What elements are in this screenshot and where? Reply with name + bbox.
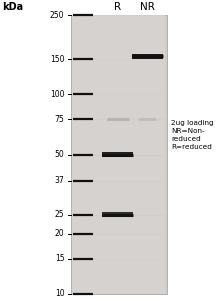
Bar [107, 118, 129, 121]
Text: 100: 100 [50, 90, 64, 99]
Text: 150: 150 [50, 55, 64, 64]
Text: 75: 75 [55, 115, 64, 124]
Text: 10: 10 [55, 290, 64, 298]
Text: 25: 25 [55, 210, 64, 219]
Text: 15: 15 [55, 254, 64, 263]
Text: 37: 37 [55, 176, 64, 185]
Text: NR: NR [140, 2, 155, 12]
Bar [72, 15, 165, 294]
Text: 20: 20 [55, 230, 64, 238]
Text: R: R [114, 2, 121, 12]
Bar [102, 152, 133, 157]
Text: 50: 50 [55, 150, 64, 159]
Bar [102, 212, 133, 217]
Bar [132, 54, 163, 59]
Text: 250: 250 [50, 11, 64, 20]
Text: 2ug loading
NR=Non-
reduced
R=reduced: 2ug loading NR=Non- reduced R=reduced [171, 120, 214, 150]
Text: kDa: kDa [2, 2, 23, 12]
Bar [71, 15, 166, 294]
Bar [139, 118, 156, 121]
